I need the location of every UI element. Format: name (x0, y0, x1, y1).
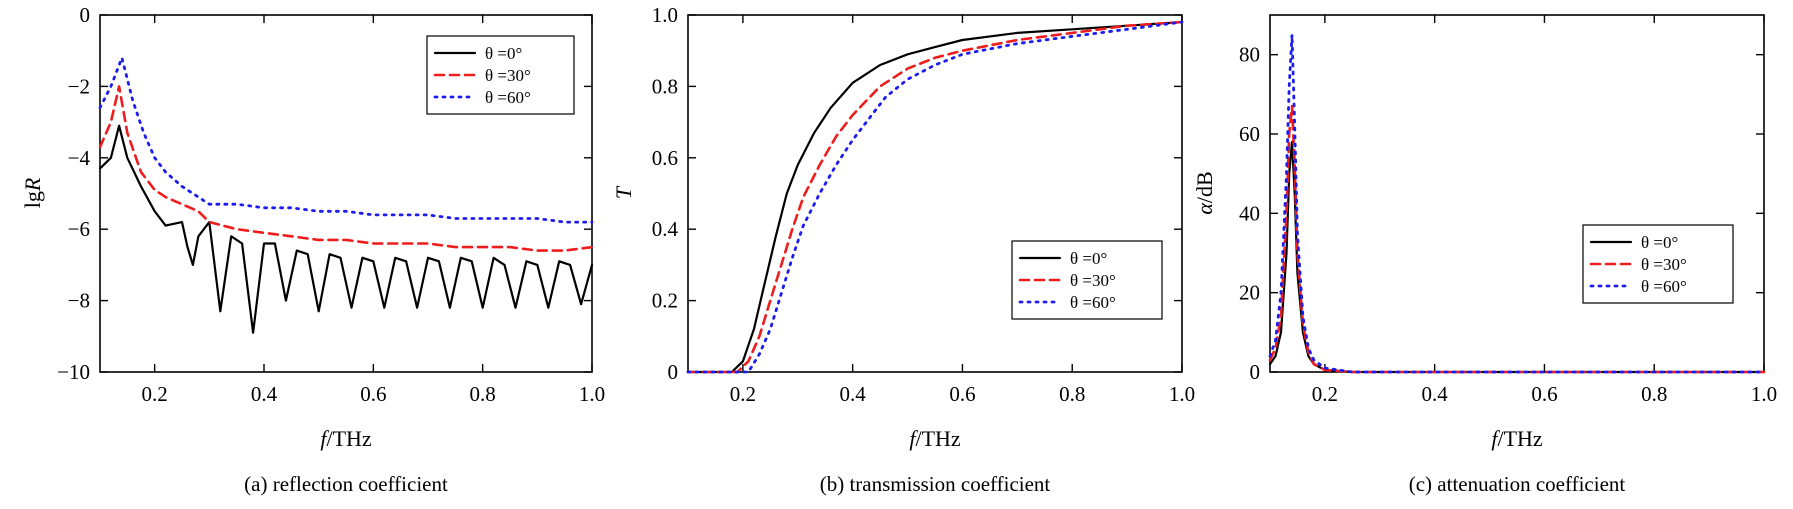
y-tick-label: 1.0 (652, 3, 678, 27)
y-tick-label: 0 (1250, 360, 1261, 384)
x-tick-label: 0.2 (142, 382, 168, 406)
panel-attenuation: 0.2 0.4 0.6 0.8 1.0 0 20 40 60 80 f/THz α/dB (c) … (1192, 14, 1777, 496)
legend-label: θ =0° (1641, 233, 1678, 252)
y-tick-label: 80 (1239, 43, 1260, 67)
y-tick-label: 0.6 (652, 146, 678, 170)
x-tick-label: 0.2 (730, 382, 756, 406)
panel-reflection: 0.2 0.4 0.6 0.8 1.0 −10 −8 −6 −4 −2 0 f/THz lgR (a… (20, 3, 605, 496)
y-tick-label: 0.4 (652, 217, 679, 241)
x-tick-label: 0.2 (1312, 382, 1338, 406)
y-axis-label: lgR (20, 177, 45, 208)
series-line-30deg (98, 85, 594, 252)
y-axis-label: T (611, 185, 636, 199)
x-tick-label: 1.0 (1751, 382, 1777, 406)
x-tick-label: 0.6 (949, 382, 975, 406)
x-tick-label: 0.6 (360, 382, 386, 406)
series-line-0deg (98, 124, 594, 334)
series-line-60deg (98, 56, 594, 224)
plot-frame (687, 14, 1183, 373)
legend: θ =0° θ =30° θ =60° (1011, 240, 1163, 320)
x-tick-label: 1.0 (579, 382, 605, 406)
x-tick-label: 0.4 (1422, 382, 1449, 406)
x-tick-label: 0.6 (1531, 382, 1557, 406)
y-tick-label: 0.8 (652, 74, 678, 98)
legend-label: θ =30° (1641, 255, 1687, 274)
panel-caption: (b) transmission coefficient (820, 472, 1051, 496)
legend-label: θ =60° (1070, 293, 1116, 312)
legend: θ =0° θ =30° θ =60° (1582, 224, 1734, 304)
y-tick-label: 0 (668, 360, 679, 384)
legend-label: θ =0° (485, 44, 522, 63)
y-tick-label: 20 (1239, 281, 1260, 305)
x-axis-label: f/THz (320, 426, 372, 451)
y-tick-label: −6 (68, 217, 90, 241)
y-tick-label: 0.2 (652, 289, 678, 313)
y-tick-label: −2 (68, 74, 90, 98)
series-line-30deg (686, 20, 1184, 374)
x-tick-label: 1.0 (1169, 382, 1195, 406)
y-tick-label: −10 (57, 360, 90, 384)
panel-caption: (c) attenuation coefficient (1409, 472, 1626, 496)
legend-label: θ =30° (1070, 271, 1116, 290)
x-tick-label: 0.4 (251, 382, 278, 406)
y-tick-label: 40 (1239, 201, 1260, 225)
y-tick-label: −8 (68, 289, 90, 313)
x-tick-label: 0.8 (470, 382, 496, 406)
y-axis-label: α/dB (1192, 171, 1217, 214)
series-lines (686, 20, 1184, 374)
panel-caption: (a) reflection coefficient (244, 472, 448, 496)
y-tick-label: 60 (1239, 122, 1260, 146)
plot-frame (1269, 14, 1765, 373)
series-lines (98, 56, 594, 334)
x-tick-label: 0.4 (840, 382, 867, 406)
legend-label: θ =60° (485, 88, 531, 107)
panel-transmission: 0.2 0.4 0.6 0.8 1.000.20.40.60.81.0 f/THz T … (611, 3, 1195, 496)
y-tick-label: −4 (68, 146, 91, 170)
legend-label: θ =30° (485, 66, 531, 85)
x-tick-label: 0.8 (1641, 382, 1667, 406)
tick-marks: 0.2 0.4 0.6 0.8 1.0 0 20 40 60 80 (1239, 15, 1777, 406)
series-lines (1268, 33, 1766, 374)
x-axis-label: f/THz (1491, 426, 1543, 451)
series-line-60deg (686, 20, 1184, 374)
series-line-60deg (1268, 33, 1766, 374)
tick-marks: 0.2 0.4 0.6 0.8 1.0 0 0.2 0.4 0.6 0.8 1.0 (652, 3, 1195, 406)
legend-label: θ =0° (1070, 249, 1107, 268)
legend: θ =0° θ =30° θ =60° (426, 35, 575, 115)
legend-label: θ =60° (1641, 277, 1687, 296)
y-tick-label: 0 (80, 3, 91, 27)
series-line-0deg (686, 21, 1184, 374)
plot-frame (99, 14, 593, 373)
x-tick-label: 0.8 (1059, 382, 1085, 406)
tick-marks: 0.2 0.4 0.6 0.8 1.0 −10 −8 −6 −4 −2 0 (57, 3, 605, 406)
x-axis-label: f/THz (909, 426, 961, 451)
